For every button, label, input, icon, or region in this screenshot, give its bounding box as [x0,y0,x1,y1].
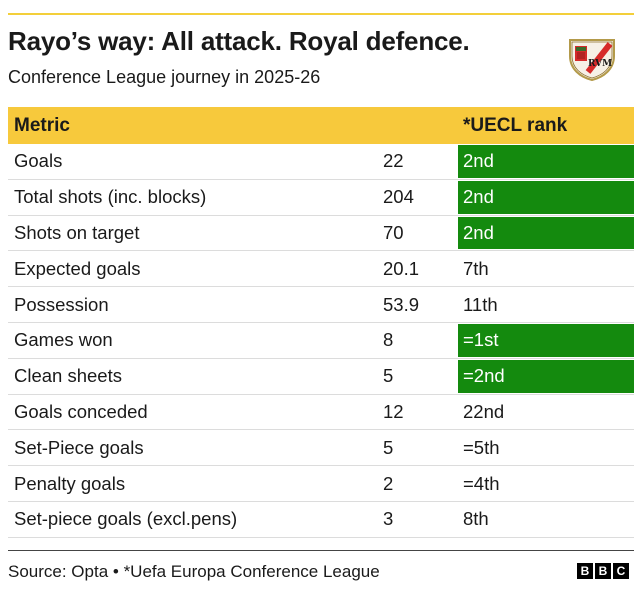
metric-cell: Penalty goals [14,472,126,494]
rayo-vallecano-crest-icon: RVM [569,39,615,81]
bottom-rule [8,550,634,551]
table-row: Expected goals 20.1 7th [8,251,634,288]
page-title: Rayo’s way: All attack. Royal defence. [8,26,470,56]
metric-cell: Games won [14,329,113,351]
rank-cell: =2nd [458,359,634,393]
value-cell: 5 [383,436,394,458]
bbc-logo-letter: C [613,563,629,579]
value-cell: 53.9 [383,293,420,315]
table-row: Clean sheets 5 =2nd [8,359,634,395]
value-cell: 20.1 [383,257,420,279]
bbc-logo-letter: B [595,563,611,579]
table-row: Set-Piece goals 5 =5th [8,430,634,467]
value-cell: 8 [383,329,394,351]
table-body: Goals 22 2nd Total shots (inc. blocks) 204 2n… [8,144,634,538]
metric-cell: Clean sheets [14,365,122,387]
table-row: Goals 22 2nd [8,144,634,180]
table-row: Penalty goals 2 =4th [8,466,634,502]
header-rank: *UECL rank [463,114,568,136]
rank-cell: 2nd [458,145,634,178]
rank-cell: =1st [458,323,634,357]
metric-cell: Possession [14,293,109,315]
crest-letters: RVM [588,59,612,69]
rank-cell: =4th [463,472,500,494]
value-cell: 70 [383,221,404,243]
rank-cell: 22nd [463,400,505,422]
stats-table: Metric *UECL rank Goals 22 2nd Total shots … [8,107,634,538]
rank-cell: 7th [463,257,489,279]
value-cell: 12 [383,400,404,422]
metric-cell: Total shots (inc. blocks) [14,186,207,208]
metric-cell: Shots on target [14,221,140,243]
metric-cell: Goals [14,150,63,172]
table-row: Total shots (inc. blocks) 204 2nd [8,180,634,216]
table-row: Possession 53.9 11th [8,287,634,323]
table-row: Shots on target 70 2nd [8,216,634,252]
value-cell: 5 [383,365,394,387]
value-cell: 3 [383,508,394,530]
value-cell: 204 [383,186,414,208]
table-row: Set-piece goals (excl.pens) 3 8th [8,502,634,538]
header-metric: Metric [14,114,70,136]
value-cell: 22 [383,150,404,172]
rank-cell: 8th [463,508,489,530]
table-row: Goals conceded 12 22nd [8,395,634,431]
metric-cell: Set-Piece goals [14,436,144,458]
source-note: Source: Opta • *Uefa Europa Conference L… [8,562,380,581]
rank-cell: 11th [463,293,498,315]
rank-cell: 2nd [458,180,634,214]
page-subtitle: Conference League journey in 2025-26 [8,67,321,87]
rank-cell: =5th [463,436,500,458]
table-row: Games won 8 =1st [8,323,634,359]
bbc-logo: B B C [577,563,629,579]
value-cell: 2 [383,472,394,494]
metric-cell: Goals conceded [14,400,148,422]
metric-cell: Set-piece goals (excl.pens) [14,508,238,530]
bbc-logo-letter: B [577,563,593,579]
rank-cell: 2nd [458,216,634,250]
metric-cell: Expected goals [14,257,141,279]
top-rule [8,13,634,15]
table-header: Metric *UECL rank [8,107,634,144]
